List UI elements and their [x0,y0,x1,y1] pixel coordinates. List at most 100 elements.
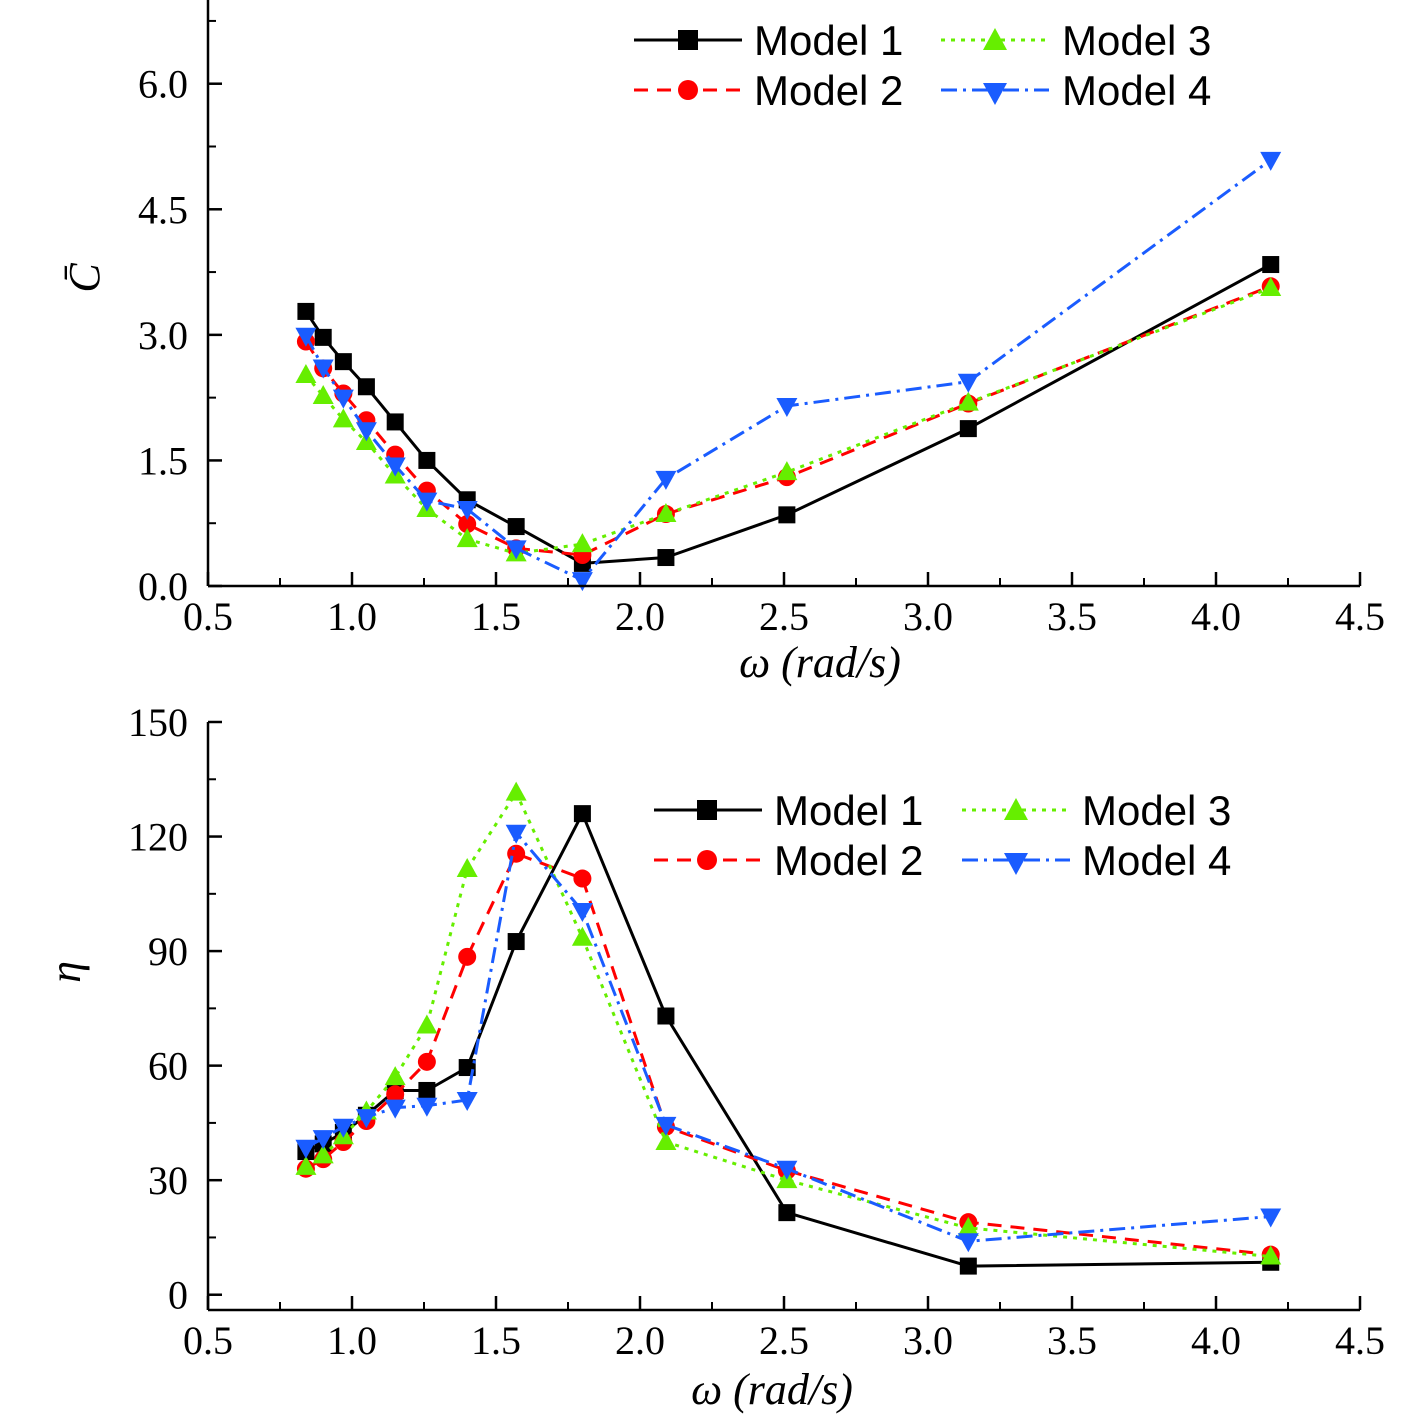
axes-eta: 0.5 1.0 1.5 2.0 2.5 3.0 3.5 4.0 4.5 0 30 60 90 120 150 [128,700,1385,1363]
data-point-model-4 [456,1092,478,1111]
data-point-model-4 [332,389,354,409]
legend-marker-model-4 [1004,853,1028,875]
data-point-model-3 [384,1066,406,1086]
data-point-model-1 [507,518,525,536]
data-point-model-3 [1260,276,1282,296]
data-point-model-3 [655,1131,677,1150]
x-tick-label: 4.5 [1335,594,1385,639]
y-tick-label: 30 [148,1158,188,1203]
data-point-model-4 [571,903,593,922]
data-point-model-4 [571,572,593,592]
data-point-model-4 [312,1130,334,1150]
data-point-model-4 [957,373,979,393]
x-tick-label: 3.5 [1047,1318,1097,1363]
data-point-model-2 [458,515,477,534]
y-tick-label: 4.5 [138,187,188,232]
svg-text:C̄: C̄ [60,263,109,293]
x-axis-title-eta: ω (rad/s) [691,1365,853,1414]
x-tick-label: 4.0 [1191,1318,1241,1363]
data-point-model-2 [458,947,477,966]
data-point-model-1 [357,378,375,396]
x-tick-label: 2.0 [615,594,665,639]
data-point-model-4 [655,470,677,490]
data-point-model-4 [776,398,798,418]
x-axis-title-c-bar: ω (rad/s) [739,638,901,687]
legend-marker-model-2 [697,850,717,870]
data-point-model-3 [312,384,334,404]
x-tick-label: 4.5 [1335,1318,1385,1363]
data-point-model-3 [957,391,979,411]
data-point-model-1 [418,1081,436,1099]
legend-item-model-3: Model 3 [941,17,1211,64]
data-point-model-4 [355,422,377,442]
data-point-model-4 [655,1116,677,1136]
series-model-4 [295,824,1282,1253]
series-model-2 [296,844,1280,1264]
data-point-model-4 [332,1118,354,1138]
data-point-model-4 [957,1233,979,1253]
data-point-model-1 [778,506,796,524]
legend-item-model-2: Model 2 [654,837,923,884]
data-point-model-1 [959,420,977,438]
x-tick-label: 4.0 [1191,594,1241,639]
legend-label-model-4: Model 4 [1062,67,1211,114]
legend-item-model-1: Model 1 [634,17,903,64]
data-point-model-4 [456,500,478,520]
y-axis-title-eta: η [41,961,90,983]
data-point-model-4 [384,457,406,477]
data-point-model-1 [418,451,436,469]
x-tick-label: 3.0 [903,594,953,639]
data-point-model-3 [571,533,593,553]
data-point-model-4 [1260,1208,1282,1228]
legend-label-model-4: Model 4 [1082,837,1231,884]
data-point-model-1 [657,549,675,567]
data-point-model-1 [297,302,315,320]
series-model-4 [295,151,1282,592]
data-point-model-3 [571,926,593,946]
data-point-model-1 [657,1007,675,1025]
y-tick-label: 0.0 [138,564,188,609]
data-point-model-2 [386,1085,405,1104]
data-point-model-1 [314,328,332,346]
x-tick-label: 2.5 [759,1318,809,1363]
chart-c-bar: 0.5 1.0 1.5 2.0 2.5 3.0 3.5 4.0 4.5 0.0 1.5 3.0 4.5 6… [60,0,1385,687]
data-point-model-4 [355,1109,377,1129]
data-point-model-4 [416,1097,438,1117]
axes-c-bar: 0.5 1.0 1.5 2.0 2.5 3.0 3.5 4.0 4.5 0.0 1.5 3.0 4.5 6… [138,0,1385,639]
data-point-model-1 [334,353,352,371]
data-point-model-3 [295,1155,317,1175]
series-layer-c-bar [295,151,1282,592]
legend-label-model-3: Model 3 [1062,17,1211,64]
x-tick-label: 0.5 [183,594,233,639]
y-tick-label: 150 [128,700,188,745]
data-point-model-3 [776,461,798,481]
data-point-model-3 [416,1014,438,1034]
data-point-model-4 [776,1160,798,1180]
legend-item-model-4: Model 4 [962,837,1231,884]
legend-label-model-2: Model 2 [774,837,923,884]
data-point-model-4 [505,540,527,560]
data-point-model-3 [1260,1245,1282,1265]
y-tick-label: 3.0 [138,313,188,358]
x-tick-label: 1.0 [327,594,377,639]
x-tick-label: 2.0 [615,1318,665,1363]
y-tick-label: 60 [148,1044,188,1089]
legend-item-model-2: Model 2 [634,67,903,114]
x-tick-label: 3.0 [903,1318,953,1363]
x-tick-label: 2.5 [759,594,809,639]
y-tick-label: 6.0 [138,62,188,107]
y-axis-title-c-bar: C̄ [60,263,109,293]
data-point-model-1 [959,1257,977,1275]
legend-label-model-1: Model 1 [774,787,923,834]
legend-marker-model-3 [1004,798,1028,820]
data-point-model-4 [505,824,527,844]
x-tick-label: 1.0 [327,1318,377,1363]
data-point-model-4 [295,327,317,347]
legend-item-model-1: Model 1 [654,787,923,834]
legend-item-model-4: Model 4 [941,67,1211,114]
legend-label-model-3: Model 3 [1082,787,1231,834]
y-tick-label: 90 [148,929,188,974]
data-point-model-3 [332,408,354,428]
data-point-model-4 [416,492,438,512]
